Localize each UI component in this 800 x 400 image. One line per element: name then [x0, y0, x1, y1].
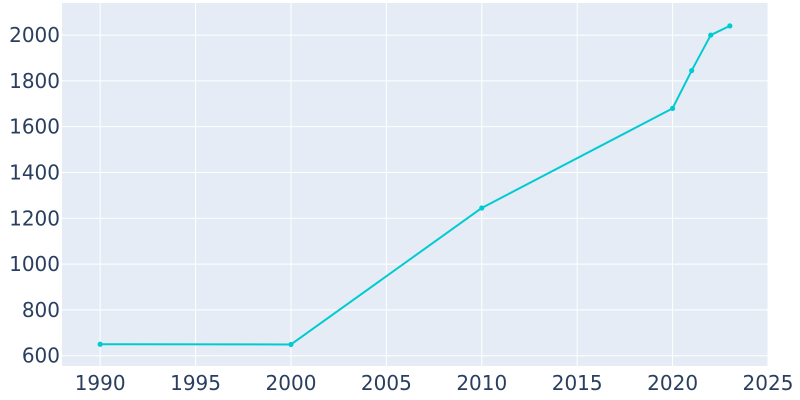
data-point — [669, 105, 676, 111]
plot-area — [62, 3, 768, 366]
x-gridlines — [99, 3, 769, 366]
data-point — [479, 205, 485, 211]
y-tick-label: 600 — [22, 344, 60, 368]
y-tick-label: 2000 — [9, 23, 60, 47]
y-tick-label: 1000 — [9, 252, 60, 276]
y-tick-label: 1400 — [9, 160, 60, 184]
y-tick-label: 1800 — [9, 69, 60, 93]
data-point — [97, 341, 103, 347]
x-tick-label: 2020 — [647, 371, 698, 395]
series-group — [97, 23, 733, 348]
x-tick-label: 2005 — [361, 371, 412, 395]
x-axis-tick-labels: 1990 1995 2000 2005 2010 2015 2020 2025 — [75, 371, 794, 395]
x-tick-label: 2025 — [743, 371, 794, 395]
y-tick-label: 1600 — [9, 115, 60, 139]
x-tick-label: 1995 — [170, 371, 221, 395]
data-point — [288, 341, 294, 348]
y-axis-tick-labels: 600 800 1000 1200 1400 1600 1800 2000 — [9, 23, 60, 368]
data-point — [689, 67, 695, 74]
y-tick-label: 800 — [22, 298, 60, 322]
y-tick-label: 1200 — [9, 206, 60, 230]
x-tick-label: 2010 — [456, 371, 507, 395]
x-tick-label: 2015 — [552, 371, 603, 395]
y-gridlines — [62, 34, 768, 357]
x-tick-label: 2000 — [266, 371, 317, 395]
data-point — [727, 23, 733, 29]
data-point — [708, 32, 714, 38]
x-tick-label: 1990 — [75, 371, 126, 395]
